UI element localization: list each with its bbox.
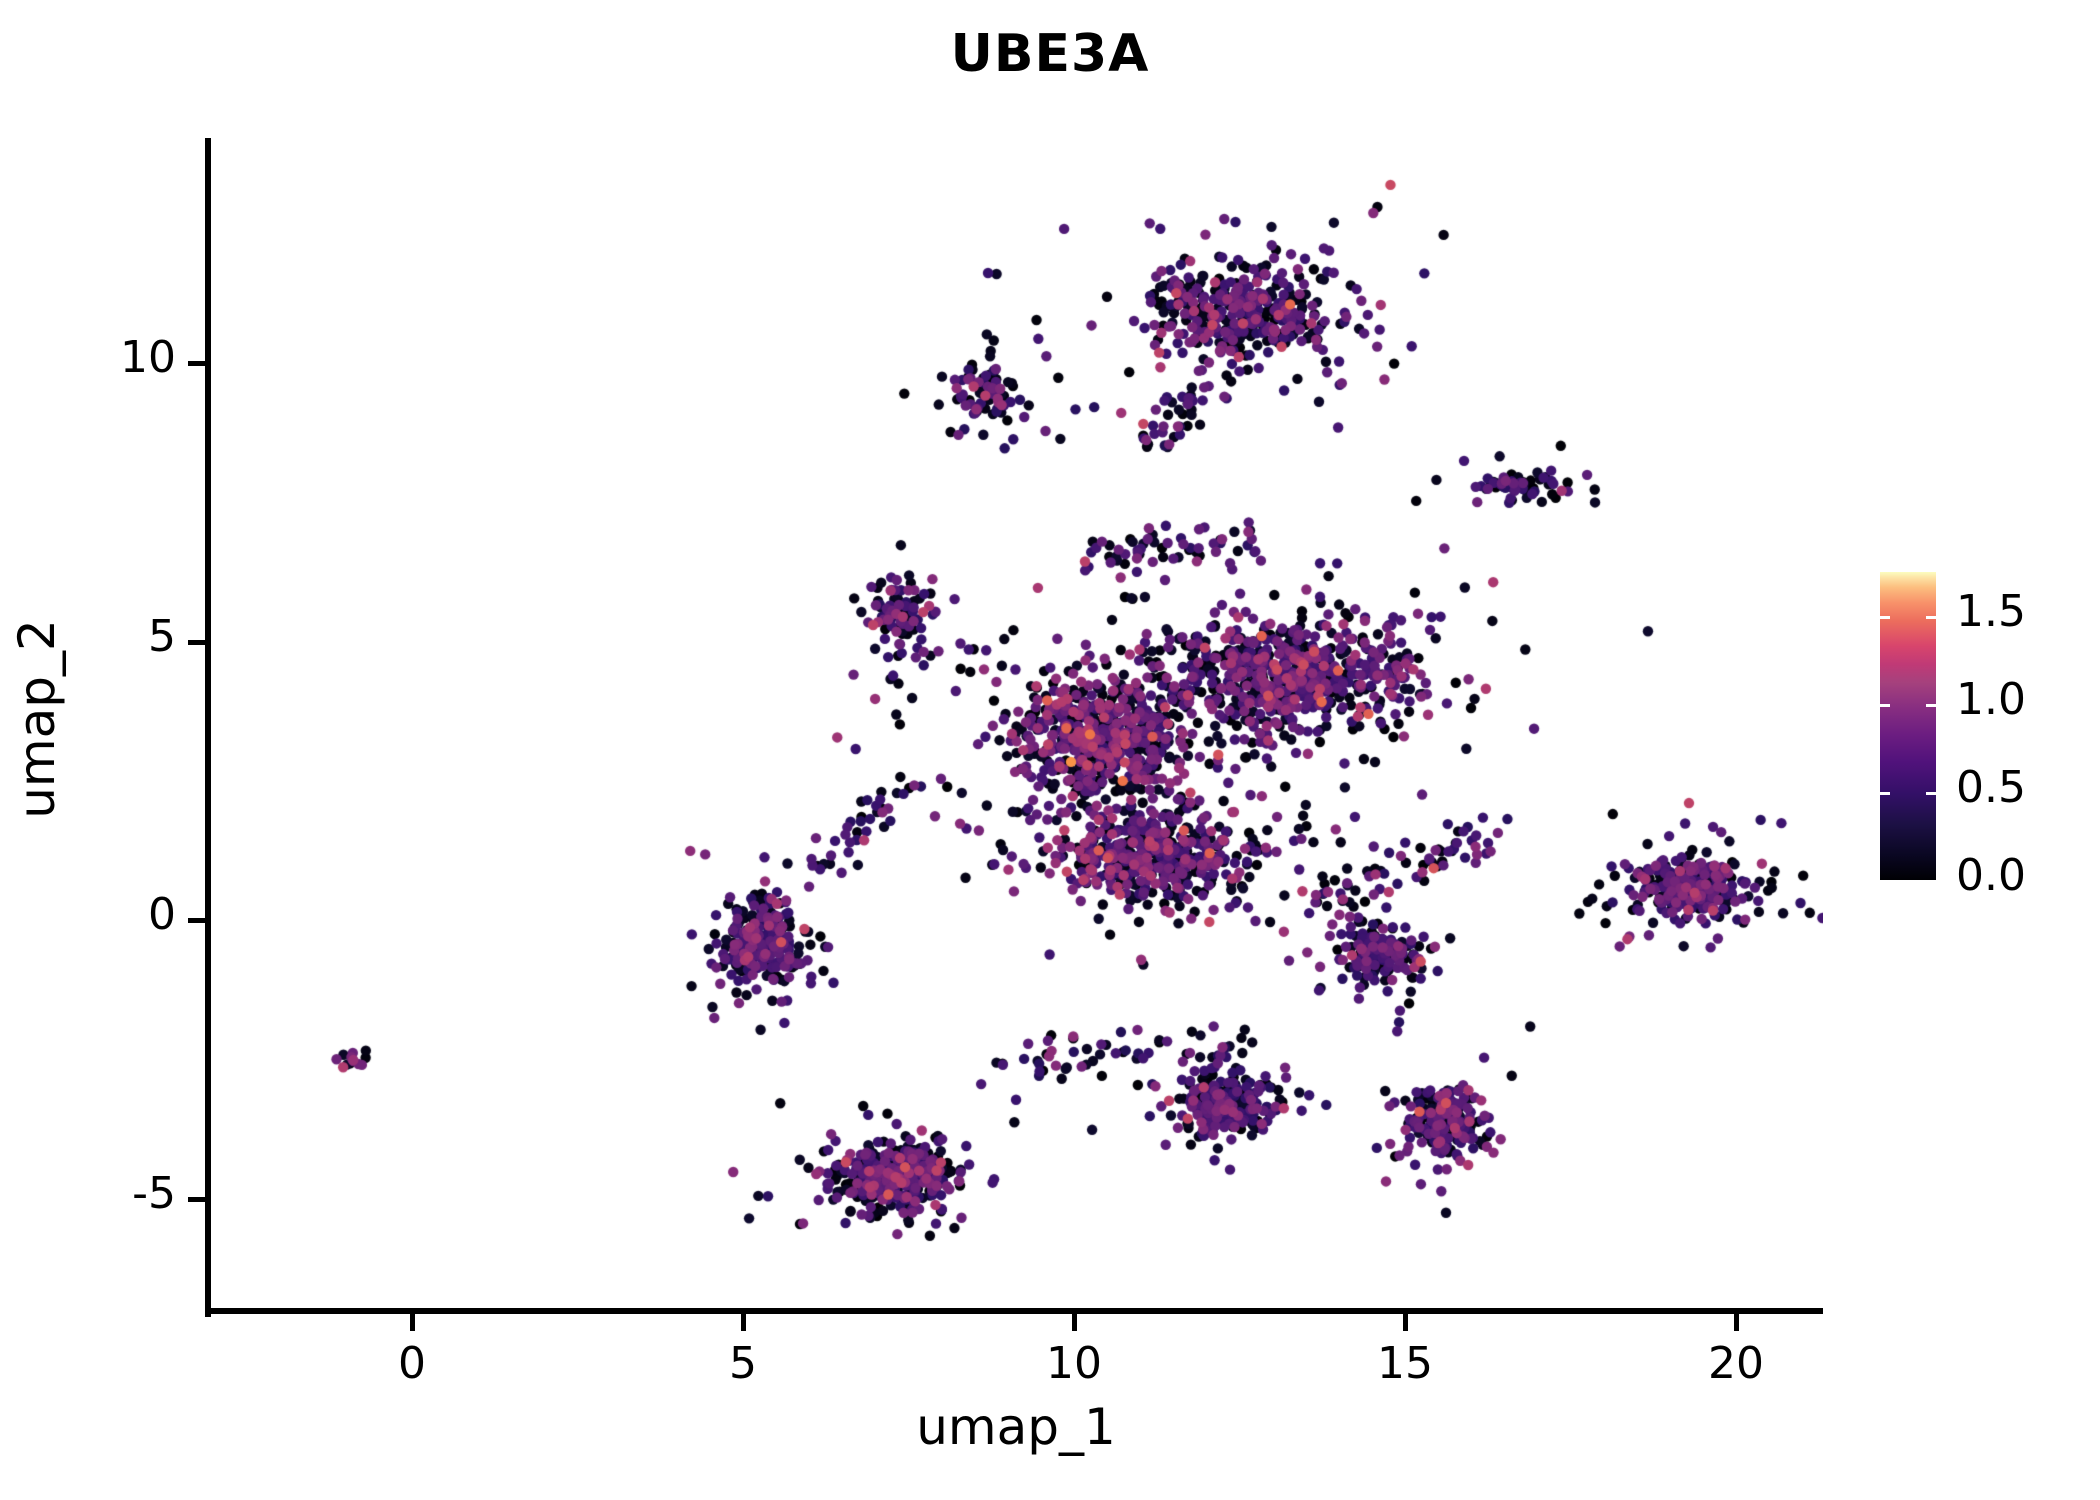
x-tick-label: 5 (729, 1338, 757, 1389)
x-tick-mark (410, 1314, 415, 1331)
x-tick-mark (741, 1314, 746, 1331)
y-axis-label: umap_2 (8, 619, 66, 819)
y-tick-mark (188, 639, 206, 645)
page-title: UBE3A (950, 24, 1150, 84)
colorbar-tick-label: 1.0 (1956, 674, 2026, 725)
colorbar-tick-mark (1880, 880, 1890, 883)
colorbar-tick-mark (1880, 616, 1890, 619)
x-tick-label: 20 (1708, 1338, 1764, 1389)
colorbar-gradient (1880, 572, 1936, 880)
x-tick-label: 0 (398, 1338, 426, 1389)
x-axis-spine (205, 1308, 1823, 1314)
y-tick-mark (188, 918, 206, 923)
x-tick-label: 10 (1046, 1338, 1102, 1389)
colorbar-tick-mark (1880, 792, 1890, 795)
y-tick-label: 10 (120, 332, 176, 383)
colorbar-tick-mark (1926, 792, 1936, 795)
y-tick-label: 5 (148, 610, 176, 662)
colorbar: 0.0 0.5 1.0 1.5 (1880, 572, 2100, 901)
y-tick-mark (188, 361, 206, 366)
scatter-plot-area (209, 138, 1823, 1313)
colorbar-tick-mark (1926, 704, 1936, 707)
x-tick-label: 15 (1377, 1338, 1433, 1389)
colorbar-tick-label: 1.5 (1956, 586, 2026, 637)
x-tick-mark (1734, 1314, 1739, 1331)
colorbar-tick-mark (1880, 704, 1890, 707)
y-axis-spine (205, 138, 211, 1317)
colorbar-tick-label: 0.0 (1956, 850, 2026, 901)
scatter-points-canvas (209, 138, 1823, 1313)
y-tick-mark (188, 1196, 206, 1202)
colorbar-tick-mark (1926, 880, 1936, 883)
y-tick-label: 0 (148, 889, 176, 940)
x-tick-mark (1072, 1314, 1077, 1331)
y-tick-label: -5 (132, 1167, 176, 1219)
x-tick-mark (1403, 1314, 1408, 1331)
colorbar-tick-label: 0.5 (1956, 762, 2026, 813)
colorbar-tick-mark (1926, 616, 1936, 619)
y-axis-ticks: 10 5 0 -5 (0, 0, 188, 1500)
x-axis-label: umap_1 (916, 1398, 1116, 1456)
